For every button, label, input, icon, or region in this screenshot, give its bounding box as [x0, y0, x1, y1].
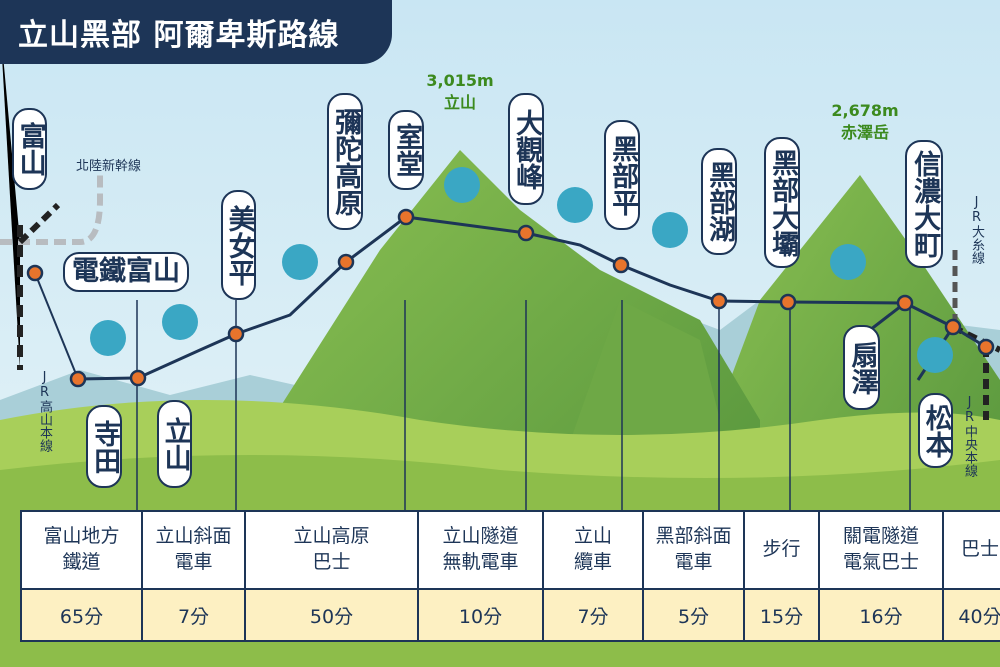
- duration: 50分: [244, 588, 419, 642]
- column-name: 巴士: [942, 510, 1000, 590]
- station-dot: [779, 293, 797, 311]
- station-dot: [517, 224, 535, 242]
- station-dot: [896, 294, 914, 312]
- duration: 7分: [141, 588, 246, 642]
- station-dot: [129, 369, 147, 387]
- station-label: 彌陀高原: [327, 93, 363, 230]
- duration-table: 富山地方 鐵道 立山斜面 電車 立山高原 巴士 立山隧道 無軌電車 立山 纜車 黑部斜面 電車 步行 關電…: [20, 510, 1000, 642]
- rail-label: JR大糸線: [969, 195, 984, 264]
- name-line: 巴士: [312, 551, 351, 573]
- station-dot: [397, 208, 415, 226]
- column-name: 立山 纜車: [542, 510, 644, 590]
- station-dot: [69, 370, 87, 388]
- rail-label: JR中央本線: [962, 395, 977, 477]
- peak-label: 2,678m 赤澤岳: [820, 100, 910, 143]
- rail-label: JR高山本線: [37, 370, 52, 452]
- column-name: 立山隧道 無軌電車: [417, 510, 544, 590]
- name-line: 黑部斜面: [655, 525, 732, 548]
- station-dot: [977, 338, 995, 356]
- station-label: 電鐵富山: [63, 252, 189, 292]
- duration: 15分: [743, 588, 820, 642]
- name-line: 立山斜面: [155, 525, 232, 548]
- station-label: 黑部平: [604, 120, 640, 230]
- name-line: 電氣巴士: [842, 551, 919, 573]
- name-line: 關電隧道: [842, 525, 919, 548]
- name-line: 鐵道: [62, 551, 101, 573]
- rail-label: 北陸新幹線: [76, 159, 142, 174]
- name-line: 纜車: [573, 551, 612, 573]
- name-line: 富山地方: [43, 525, 120, 548]
- duration: 40分: [942, 588, 1000, 642]
- peak-label: 3,015m 立山: [420, 70, 500, 113]
- station-dot: [227, 325, 245, 343]
- duration: 16分: [818, 588, 944, 642]
- station-label: 寺田: [86, 405, 122, 488]
- name-line: 步行: [762, 538, 801, 561]
- station-label: 扇澤: [843, 325, 880, 410]
- name-line: 立山高原: [293, 525, 370, 548]
- station-dot: [337, 253, 355, 271]
- station-label: 大觀峰: [508, 93, 544, 205]
- name-line: 無軌電車: [442, 551, 519, 573]
- duration: 5分: [642, 588, 745, 642]
- duration: 10分: [417, 588, 544, 642]
- name-line: 電車: [674, 551, 713, 573]
- station-dot: [26, 264, 44, 282]
- name-line: 巴士: [960, 538, 999, 561]
- peak-name: 立山: [443, 92, 476, 112]
- station-label: 室堂: [388, 110, 424, 190]
- station-label: 富山: [12, 108, 47, 190]
- station-dot: [612, 256, 630, 274]
- station-label: 立山: [157, 400, 192, 488]
- station-label: 美女平: [221, 190, 256, 300]
- peak-height: 2,678m: [831, 101, 899, 120]
- station-label: 黑部大壩: [764, 137, 800, 268]
- column-name: 富山地方 鐵道: [20, 510, 143, 590]
- name-line: 立山隧道: [442, 525, 519, 548]
- name-line: 電車: [174, 551, 213, 573]
- station-label: 信濃大町: [905, 140, 943, 268]
- column-name: 黑部斜面 電車: [642, 510, 745, 590]
- column-name: 立山斜面 電車: [141, 510, 246, 590]
- name-line: 立山: [573, 525, 612, 548]
- station-label: 松本: [918, 393, 953, 468]
- station-dot: [944, 318, 962, 336]
- title: 立山黑部 阿爾卑斯路線: [0, 0, 392, 64]
- station-dot: [710, 292, 728, 310]
- station-label: 黑部湖: [701, 148, 737, 255]
- column-name: 步行: [743, 510, 820, 590]
- column-name: 立山高原 巴士: [244, 510, 419, 590]
- peak-height: 3,015m: [426, 71, 494, 90]
- duration: 65分: [20, 588, 143, 642]
- duration: 7分: [542, 588, 644, 642]
- column-name: 關電隧道 電氣巴士: [818, 510, 944, 590]
- peak-name: 赤澤岳: [840, 122, 889, 142]
